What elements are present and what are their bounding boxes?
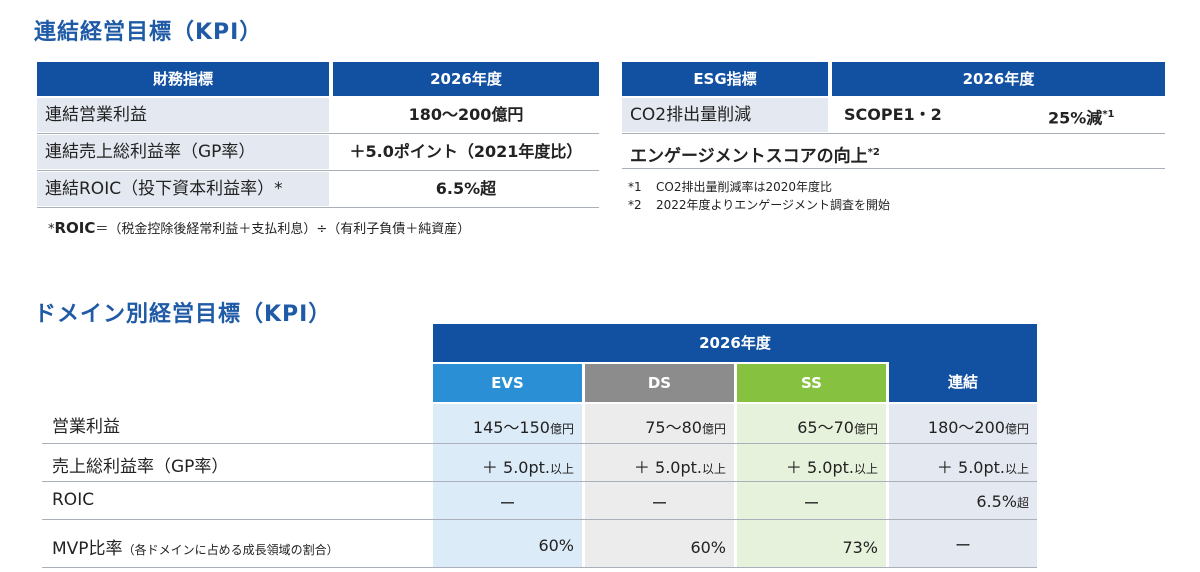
- finance-row-label: 連結ROIC（投下資本利益率）*: [37, 172, 329, 206]
- ds-value: 60%: [690, 538, 726, 557]
- ds-value: 75〜80億円: [645, 418, 726, 437]
- ss-value: ＋ 5.0pt.以上: [785, 458, 878, 477]
- ds-value: ＋ 5.0pt.以上: [633, 458, 726, 477]
- esg-scope: SCOPE1・2: [844, 105, 942, 124]
- ds-value: ー: [651, 494, 668, 513]
- domain-year-header: 2026年度: [433, 324, 1037, 362]
- column-consolidated: 連結: [889, 362, 1037, 402]
- finance-header-label: 財務指標: [37, 62, 329, 96]
- consolidated-value: 180〜200億円: [927, 418, 1029, 437]
- engagement-score-goal: エンゲージメントスコアの向上*2: [630, 146, 880, 167]
- esg-footnote: *2 2022年度よりエンゲージメント調査を開始: [628, 198, 891, 212]
- esg-reduction: 25%減*1: [1048, 108, 1115, 128]
- domain-row-label: ROIC: [52, 490, 95, 510]
- consolidated-value: ー: [954, 536, 971, 555]
- finance-row-value: 6.5%超: [435, 179, 497, 198]
- roic-footnote: *ROIC＝（税金控除後経常利益＋支払利息）÷（有利子負債＋純資産）: [48, 218, 470, 237]
- esg-footnote: *1 CO2排出量削減率は2020年度比: [628, 180, 832, 194]
- consolidated-kpi-title: 連結経営目標（KPI）: [34, 20, 263, 45]
- column-ds: DS: [585, 364, 734, 402]
- esg-header-year: 2026年度: [832, 62, 1165, 96]
- column-evs: EVS: [433, 364, 582, 402]
- evs-value: ＋ 5.0pt.以上: [481, 458, 574, 477]
- finance-row-label: 連結売上総利益率（GP率）: [37, 135, 329, 169]
- domain-row-label: 営業利益: [52, 417, 120, 437]
- consolidated-value: 6.5%超: [976, 492, 1029, 511]
- finance-row-value: ＋5.0ポイント（2021年度比）: [349, 142, 583, 161]
- roic-footnote-text: ＝（税金控除後経常利益＋支払利息）÷（有利子負債＋純資産）: [95, 222, 471, 237]
- roic-footnote-mark: *: [48, 222, 55, 237]
- finance-header-year: 2026年度: [333, 62, 599, 96]
- esg-header-label: ESG指標: [622, 62, 828, 96]
- consolidated-value: ＋ 5.0pt.以上: [936, 458, 1029, 477]
- finance-row-label: 連結営業利益: [37, 98, 329, 132]
- roic-footnote-term: ROIC: [54, 219, 96, 237]
- esg-row-value: SCOPE1・2 25%減*1: [832, 98, 1165, 132]
- esg-row-label: CO2排出量削減: [622, 98, 828, 132]
- ss-value: 73%: [842, 538, 878, 557]
- column-ss: SS: [737, 364, 886, 402]
- evs-value: ー: [499, 494, 516, 513]
- evs-value: 60%: [538, 536, 574, 555]
- finance-row-value: 180〜200億円: [408, 105, 524, 124]
- ss-value: ー: [803, 494, 820, 513]
- ss-value: 65〜70億円: [797, 418, 878, 437]
- evs-value: 145〜150億円: [472, 418, 574, 437]
- domain-kpi-title: ドメイン別経営目標（KPI）: [34, 302, 332, 327]
- domain-row-label: MVP比率（各ドメインに占める成長領域の割合）: [52, 539, 339, 559]
- domain-row-label: 売上総利益率（GP率）: [52, 457, 229, 477]
